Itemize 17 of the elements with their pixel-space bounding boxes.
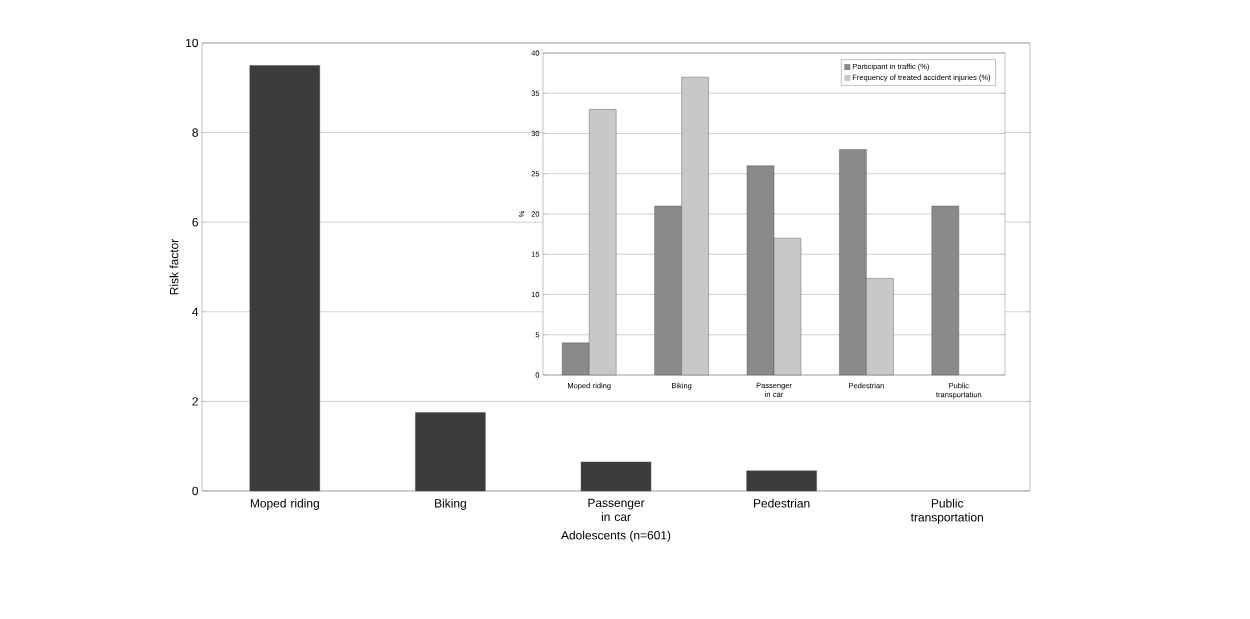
y-tick-label: 10 [186,38,199,48]
bar [580,461,652,492]
bar [746,470,817,492]
y-tick-label: 8 [192,128,198,137]
y-tick-label: 4 [192,307,199,316]
x-tick-label: Public transportation [910,498,983,524]
x-tick-label: Passenger in car [588,498,645,522]
y-axis-title: Risk factor [169,238,179,295]
y-tick-label: 2 [192,397,198,406]
y-tick-label: 6 [192,217,198,227]
x-tick-label: Pedestrian [754,498,810,508]
x-tick-label: Moped riding [250,498,319,510]
x-axis-title: Adolescents (n=601) [561,530,671,542]
y-tick-label: 0 [192,486,199,496]
bar [415,412,486,492]
x-tick-label: Biking [435,498,466,510]
bar [249,65,320,492]
